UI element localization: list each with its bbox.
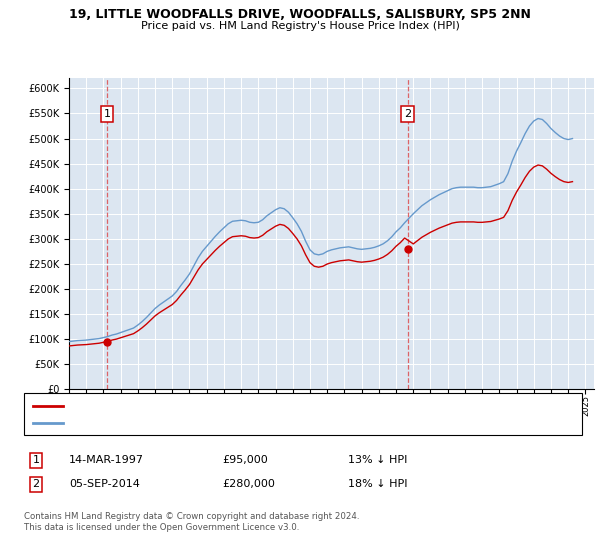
Text: 05-SEP-2014: 05-SEP-2014: [69, 479, 140, 489]
Text: Price paid vs. HM Land Registry's House Price Index (HPI): Price paid vs. HM Land Registry's House …: [140, 21, 460, 31]
Text: 18% ↓ HPI: 18% ↓ HPI: [348, 479, 407, 489]
Text: 14-MAR-1997: 14-MAR-1997: [69, 455, 144, 465]
Text: 1: 1: [32, 455, 40, 465]
Text: 19, LITTLE WOODFALLS DRIVE, WOODFALLS, SALISBURY, SP5 2NN: 19, LITTLE WOODFALLS DRIVE, WOODFALLS, S…: [69, 8, 531, 21]
Text: 1: 1: [103, 109, 110, 119]
Text: 19, LITTLE WOODFALLS DRIVE, WOODFALLS, SALISBURY, SP5 2NN (detached house): 19, LITTLE WOODFALLS DRIVE, WOODFALLS, S…: [67, 401, 466, 410]
Text: £95,000: £95,000: [222, 455, 268, 465]
Text: 2: 2: [404, 109, 411, 119]
Text: £280,000: £280,000: [222, 479, 275, 489]
Text: 13% ↓ HPI: 13% ↓ HPI: [348, 455, 407, 465]
Text: HPI: Average price, detached house, Wiltshire: HPI: Average price, detached house, Wilt…: [67, 419, 284, 428]
Text: Contains HM Land Registry data © Crown copyright and database right 2024.
This d: Contains HM Land Registry data © Crown c…: [24, 512, 359, 532]
Text: 2: 2: [32, 479, 40, 489]
